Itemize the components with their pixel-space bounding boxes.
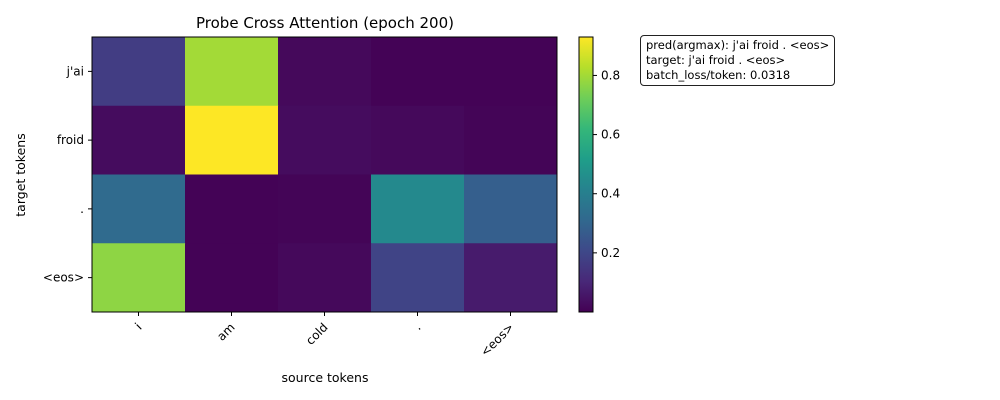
- heatmap-cell: [92, 243, 186, 313]
- heatmap-cell: [464, 37, 558, 107]
- heatmap-cell: [464, 105, 558, 175]
- chart-title: Probe Cross Attention (epoch 200): [196, 14, 454, 32]
- y-axis-label: target tokens: [13, 133, 28, 216]
- heatmap-cell: [278, 105, 372, 175]
- heatmap-cell: [185, 37, 279, 107]
- heatmap-cell: [185, 105, 279, 175]
- colorbar: [578, 36, 594, 313]
- x-tick-label: cold: [303, 320, 330, 347]
- y-tick-label: froid: [57, 133, 84, 147]
- x-tick-label: .: [411, 320, 424, 333]
- heatmap-cell: [278, 37, 372, 107]
- x-axis-ticks: i am cold. <eos>: [132, 312, 517, 359]
- heatmap-cell: [464, 174, 558, 244]
- colorbar-tick-label: 0.2: [601, 246, 620, 260]
- colorbar-ticks: 0.2 0.4 0.6 0.8: [593, 68, 620, 260]
- x-tick-label: i: [132, 320, 144, 332]
- pred-text: pred(argmax): j'ai froid . <eos>: [646, 38, 830, 52]
- x-tick-label: am: [214, 320, 237, 343]
- prediction-info-box: pred(argmax): j'ai froid . <eos> target:…: [640, 35, 836, 86]
- heatmap-cell: [92, 174, 186, 244]
- heatmap-cell: [278, 174, 372, 244]
- heatmap-cell: [92, 37, 186, 107]
- y-tick-label: .: [80, 202, 84, 216]
- colorbar-tick-label: 0.4: [601, 187, 620, 201]
- y-tick-label: j'ai: [66, 64, 84, 78]
- colorbar-tick-label: 0.6: [601, 128, 620, 142]
- colorbar-tick-label: 0.8: [601, 68, 620, 82]
- heatmap-cell: [92, 105, 186, 175]
- x-tick-label: <eos>: [478, 320, 517, 359]
- loss-text: batch_loss/token: 0.0318: [646, 68, 791, 82]
- heatmap-cell: [278, 243, 372, 313]
- heatmap-cell: [185, 174, 279, 244]
- heatmap-cell: [371, 37, 465, 107]
- heatmap-cell: [371, 105, 465, 175]
- target-text: target: j'ai froid . <eos>: [646, 53, 786, 67]
- heatmap-cell: [185, 243, 279, 313]
- y-axis-ticks: j'ai froid. <eos>: [43, 64, 92, 285]
- heatmap-cell: [464, 243, 558, 313]
- y-tick-label: <eos>: [43, 271, 84, 285]
- heatmap-cell: [371, 174, 465, 244]
- heatmap-cells: [92, 37, 558, 313]
- heatmap-cell: [371, 243, 465, 313]
- x-axis-label: source tokens: [282, 370, 369, 385]
